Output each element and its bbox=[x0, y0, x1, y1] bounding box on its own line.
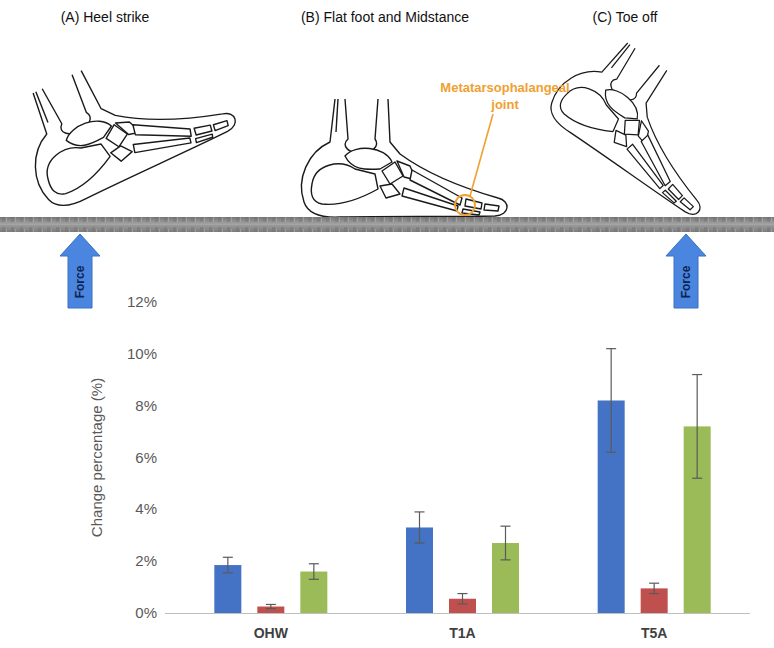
error-cap bbox=[266, 608, 276, 609]
error-cap bbox=[692, 478, 702, 479]
y-tick-label: 12% bbox=[127, 293, 157, 310]
error-bar bbox=[309, 564, 319, 580]
error-cap bbox=[606, 452, 616, 453]
force-label: Force bbox=[679, 265, 693, 298]
panel-title: (C) Toe off bbox=[593, 9, 658, 25]
error-cap bbox=[415, 542, 425, 543]
fibula bbox=[611, 44, 630, 69]
y-tick-label: 6% bbox=[135, 449, 157, 466]
error-bar bbox=[458, 594, 468, 604]
error-cap bbox=[415, 511, 425, 512]
error-stem bbox=[611, 349, 612, 453]
talus bbox=[345, 148, 392, 169]
fibula bbox=[34, 92, 50, 123]
error-cap bbox=[501, 526, 511, 527]
phalanx bbox=[680, 197, 695, 210]
error-cap bbox=[649, 583, 659, 584]
error-bar bbox=[501, 526, 511, 560]
force-arrow bbox=[60, 234, 100, 308]
annotation-line: joint bbox=[490, 97, 519, 112]
metatarsal bbox=[619, 143, 672, 189]
x-tick-label: T5A bbox=[641, 625, 667, 641]
error-stem bbox=[419, 512, 420, 543]
error-cap bbox=[606, 348, 616, 349]
error-stem bbox=[697, 375, 698, 479]
error-stem bbox=[462, 594, 463, 604]
y-axis-title: Change percentage (%) bbox=[88, 378, 105, 537]
plot-marks bbox=[214, 349, 710, 613]
error-cap bbox=[223, 572, 233, 573]
metatarsal bbox=[131, 122, 191, 167]
y-tick-label: 10% bbox=[127, 345, 157, 362]
joint-circle bbox=[455, 195, 475, 215]
error-bar bbox=[266, 604, 276, 608]
error-bar bbox=[223, 557, 233, 573]
foot-outline bbox=[3, 20, 239, 214]
y-tick-label: 0% bbox=[135, 604, 157, 621]
y-tick-label: 4% bbox=[135, 500, 157, 517]
error-cap bbox=[309, 563, 319, 564]
annotation-line: Metatarsophalangeal bbox=[440, 80, 569, 95]
annotation: Metatarsophalangeal joint bbox=[440, 80, 569, 112]
calcaneus bbox=[39, 134, 116, 199]
x-tick-label: T1A bbox=[449, 625, 475, 641]
error-cap bbox=[501, 559, 511, 560]
x-tick-label: OHW bbox=[254, 625, 289, 641]
error-stem bbox=[227, 557, 228, 573]
foot-outline bbox=[542, 26, 755, 219]
panel-title: (A) Heel strike bbox=[61, 9, 150, 25]
error-cap bbox=[649, 593, 659, 594]
foot bbox=[302, 99, 508, 217]
error-bar bbox=[415, 512, 425, 543]
foot bbox=[542, 26, 755, 219]
force-arrow bbox=[666, 234, 706, 308]
error-cap bbox=[266, 604, 276, 605]
cuboid bbox=[380, 184, 400, 198]
calcaneus bbox=[311, 164, 378, 204]
panel-title: (B) Flat foot and Midstance bbox=[301, 9, 469, 25]
error-cap bbox=[458, 593, 468, 594]
foot bbox=[3, 20, 239, 214]
error-bar bbox=[649, 583, 659, 593]
x-axis-line bbox=[165, 613, 750, 614]
leader-line bbox=[470, 114, 493, 196]
error-bar bbox=[692, 375, 702, 479]
error-stem bbox=[654, 583, 655, 593]
error-cap bbox=[692, 374, 702, 375]
y-tick-label: 8% bbox=[135, 397, 157, 414]
cuboid bbox=[610, 129, 632, 150]
error-bar bbox=[606, 349, 616, 453]
phalanx bbox=[484, 204, 499, 211]
force-label: Force bbox=[73, 265, 87, 298]
bar bbox=[214, 565, 241, 613]
error-stem bbox=[313, 564, 314, 580]
stage: (A) Heel strike (B) Flat foot and Midstan… bbox=[0, 0, 774, 648]
phalanx bbox=[661, 190, 677, 204]
error-cap bbox=[309, 579, 319, 580]
error-cap bbox=[223, 557, 233, 558]
cuboid bbox=[110, 143, 134, 164]
error-stem bbox=[270, 604, 271, 608]
phalanx bbox=[213, 119, 230, 132]
foot-outline bbox=[302, 99, 508, 217]
y-tick-label: 2% bbox=[135, 552, 157, 569]
metatarsal bbox=[402, 188, 458, 211]
error-stem bbox=[505, 526, 506, 560]
tibia bbox=[345, 99, 378, 152]
error-cap bbox=[458, 603, 468, 604]
fibula bbox=[336, 99, 338, 132]
ground bbox=[0, 217, 774, 232]
phalanx bbox=[195, 131, 214, 144]
